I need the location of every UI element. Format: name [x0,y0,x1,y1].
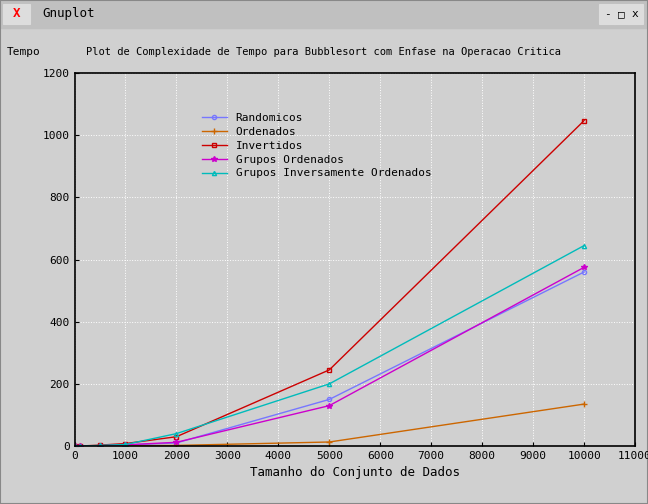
Grupos Ordenados [96,443,104,449]
Bar [627,4,643,24]
Line: Invertidos: Invertidos [73,118,586,448]
Grupos Ordenados [325,403,333,409]
Text: x: x [632,9,638,19]
Randomicos [71,443,78,449]
Grupos Inversamente Ordenados [580,242,588,248]
Ordenados [71,443,78,449]
Ordenados [172,443,180,449]
Randomicos [122,442,130,448]
Bar [613,4,630,24]
Text: -: - [605,9,611,19]
Randomicos [76,443,84,449]
Randomicos [172,440,180,446]
Invertidos [580,117,588,123]
Bar [0,0,648,28]
Randomicos [580,269,588,275]
Grupos Inversamente Ordenados [172,430,180,436]
Grupos Inversamente Ordenados [71,443,78,449]
Grupos Inversamente Ordenados [122,442,130,448]
Grupos Ordenados [172,439,180,446]
Line: Ordenados: Ordenados [71,401,588,450]
Ordenados [580,401,588,407]
Text: Tempo: Tempo [6,47,40,57]
Invertidos [96,442,104,448]
Ordenados [96,443,104,449]
Invertidos [172,433,180,439]
Invertidos [71,443,78,449]
Invertidos [76,443,84,449]
Legend: Randomicos, Ordenados, Invertidos, Grupos Ordenados, Grupos Inversamente Ordenad: Randomicos, Ordenados, Invertidos, Grupo… [198,108,435,183]
Grupos Inversamente Ordenados [325,381,333,387]
Bar [599,4,616,24]
Text: Gnuplot: Gnuplot [42,8,95,20]
Text: X: X [13,8,21,20]
Grupos Ordenados [71,443,78,449]
Grupos Ordenados [122,442,130,448]
Ordenados [76,443,84,449]
Grupos Ordenados [76,443,84,449]
Line: Grupos Inversamente Ordenados: Grupos Inversamente Ordenados [73,243,586,448]
Bar [3,4,30,24]
Text: □: □ [618,9,625,19]
Ordenados [325,439,333,445]
Grupos Ordenados [580,264,588,270]
Line: Randomicos: Randomicos [73,270,586,448]
Invertidos [325,367,333,373]
Grupos Inversamente Ordenados [76,443,84,449]
Text: Plot de Complexidade de Tempo para Bubblesort com Enfase na Operacao Critica: Plot de Complexidade de Tempo para Bubbl… [86,47,562,57]
Grupos Inversamente Ordenados [96,443,104,449]
Randomicos [325,396,333,402]
Invertidos [122,440,130,447]
Ordenados [122,443,130,449]
X-axis label: Tamanho do Conjunto de Dados: Tamanho do Conjunto de Dados [249,467,460,479]
Line: Grupos Ordenados: Grupos Ordenados [72,265,587,449]
Randomicos [96,443,104,449]
